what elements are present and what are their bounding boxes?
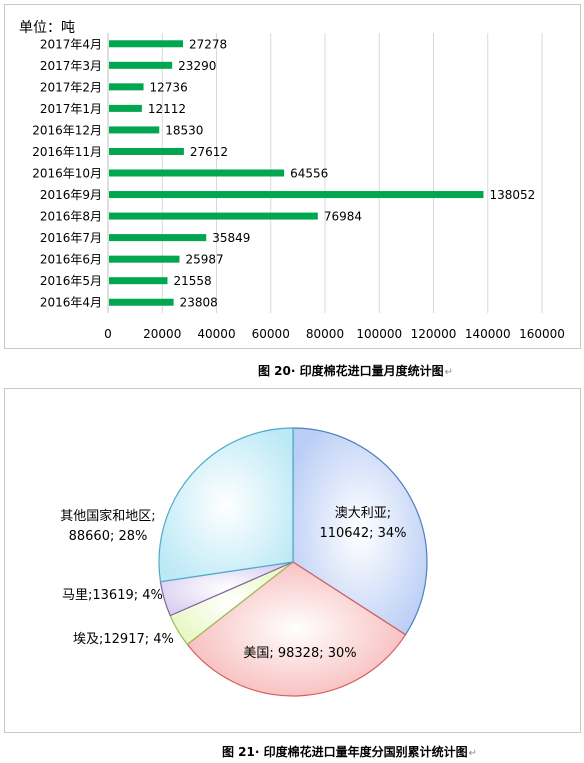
y-tick-label: 2017年1月: [40, 102, 102, 116]
caption-return-mark: ↵: [444, 367, 454, 378]
x-tick-label: 60000: [252, 327, 290, 341]
pie-chart-caption: 图 21· 印度棉花进口量年度分国别累计统计图↵: [222, 743, 477, 760]
bar: [109, 277, 168, 285]
slice-label: 澳大利亚;: [335, 505, 391, 521]
data-label: 12736: [150, 80, 188, 94]
y-tick-label: 2017年2月: [40, 80, 102, 94]
y-tick-label: 2016年8月: [40, 210, 102, 224]
bar-chart-caption-text: 图 20· 印度棉花进口量月度统计图: [258, 364, 444, 378]
pie-slice: [186, 561, 407, 697]
slice-label: 其他国家和地区;: [60, 508, 155, 524]
data-label: 76984: [324, 210, 362, 224]
bar-chart-caption: 图 20· 印度棉花进口量月度统计图↵: [258, 362, 453, 379]
slice-label: 埃及;12917; 4%: [73, 632, 174, 647]
pie-slice: [158, 427, 294, 583]
bar: [109, 147, 184, 155]
y-tick-label: 2016年7月: [40, 231, 102, 245]
slice-label: 美国; 98328; 30%: [243, 646, 356, 661]
x-tick-label: 160000: [519, 327, 565, 341]
bar: [109, 126, 160, 134]
data-label: 25987: [185, 253, 223, 267]
caption-return-mark: ↵: [468, 748, 478, 759]
y-tick-label: 2016年9月: [40, 188, 102, 202]
data-label: 64556: [290, 167, 328, 181]
y-tick-label: 2017年4月: [40, 37, 102, 51]
x-tick-label: 20000: [143, 327, 181, 341]
slice-label: 110642; 34%: [319, 526, 406, 541]
data-label: 12112: [148, 102, 186, 116]
bar: [109, 83, 144, 91]
x-tick-label: 120000: [411, 327, 457, 341]
y-tick-label: 2016年5月: [40, 274, 102, 288]
bar: [109, 191, 484, 199]
unit-label: 单位：吨: [19, 20, 75, 36]
bar: [109, 40, 183, 48]
data-label: 35849: [212, 231, 250, 245]
data-label: 27612: [190, 145, 228, 159]
bar: [109, 104, 142, 112]
data-label: 23290: [178, 59, 216, 73]
data-label: 21558: [173, 274, 211, 288]
pie-chart-caption-text: 图 21· 印度棉花进口量年度分国别累计统计图: [222, 745, 468, 759]
slice-label: 88660; 28%: [69, 529, 148, 544]
y-tick-label: 2016年10月: [32, 167, 102, 181]
x-tick-label: 140000: [465, 327, 511, 341]
bar: [109, 212, 318, 220]
data-label: 138052: [489, 188, 535, 202]
pie-chart: 澳大利亚; 110642; 34% 美国; 98328; 30% 埃及;12917; …: [60, 427, 428, 697]
y-tick-label: 2016年12月: [32, 123, 102, 137]
x-tick-label: 40000: [197, 327, 235, 341]
y-tick-label: 2017年3月: [40, 59, 102, 73]
bar: [109, 61, 173, 69]
data-label: 23808: [180, 296, 218, 310]
data-label: 27278: [189, 37, 227, 51]
y-tick-label: 2016年4月: [40, 296, 102, 310]
bar-chart: 0 20000 40000 60000 80000 100000 120000 140000 1…: [32, 33, 565, 341]
bar: [109, 298, 174, 306]
y-tick-label: 2016年6月: [40, 253, 102, 267]
x-tick-label: 80000: [306, 327, 344, 341]
data-label: 18530: [165, 123, 203, 137]
bar: [109, 169, 285, 177]
bar: [109, 255, 180, 263]
pie-chart-panel: 澳大利亚; 110642; 34% 美国; 98328; 30% 埃及;12917; …: [4, 388, 581, 733]
y-tick-label: 2016年11月: [32, 145, 102, 159]
bar-chart-panel: 单位：吨 0 20000 40000 60000 80000 100000 120000 14…: [4, 4, 581, 349]
x-tick-label: 100000: [356, 327, 402, 341]
x-tick-label: 0: [104, 327, 112, 341]
slice-label: 马里;13619; 4%: [62, 588, 163, 603]
bar: [109, 234, 207, 242]
